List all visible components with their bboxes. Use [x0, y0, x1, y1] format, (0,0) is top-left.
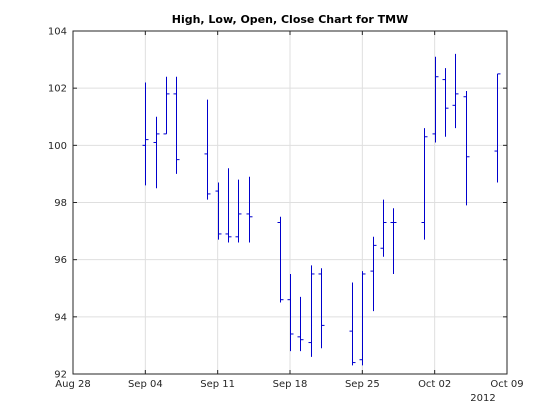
y-tick-label: 98	[54, 198, 67, 209]
ohlc-bar	[318, 268, 325, 349]
ohlc-series	[142, 53, 501, 366]
ohlc-bar	[297, 296, 304, 352]
ohlc-bar	[215, 182, 222, 240]
ohlc-bar	[225, 168, 232, 243]
ohlc-bar	[142, 82, 149, 186]
x-tick-label: Aug 28	[55, 379, 90, 390]
ohlc-bar	[173, 76, 180, 174]
x-tick-label: Sep 11	[200, 379, 235, 390]
ohlc-bar	[246, 176, 253, 243]
ohlc-bar	[494, 73, 501, 183]
x-tick-label: Oct 09	[490, 379, 523, 390]
x-tick-label: Sep 04	[128, 379, 163, 390]
ohlc-bar	[235, 179, 242, 243]
x-tick-label: Sep 18	[273, 379, 308, 390]
x-year-label: 2012	[470, 393, 495, 404]
ohlc-bar	[380, 199, 387, 257]
y-tick-label: 104	[48, 27, 67, 38]
ohlc-bar	[463, 91, 470, 206]
ohlc-bar	[308, 265, 315, 357]
x-tick-label: Oct 02	[418, 379, 451, 390]
y-tick-label: 102	[48, 84, 67, 95]
chart-title: High, Low, Open, Close Chart for TMW	[172, 13, 409, 26]
ohlc-bar	[163, 76, 170, 135]
ohlc-bar	[390, 208, 397, 274]
ohlc-bar	[442, 68, 449, 137]
y-tick-label: 94	[54, 312, 67, 323]
ohlc-bar	[370, 236, 377, 312]
ohlc-bar	[432, 56, 439, 143]
axis-ticks: 92 94 96 98 100 102 104 Aug 28 Sep 04 Sep 11 Sep 1…	[48, 27, 524, 391]
plot-frame	[72, 30, 508, 375]
ohlc-bar	[277, 216, 284, 303]
ohlc-bar	[153, 116, 160, 189]
x-tick-label: Sep 25	[345, 379, 380, 390]
y-tick-label: 92	[54, 370, 67, 381]
ohlc-bar	[287, 273, 294, 352]
ohlc-bar	[452, 53, 459, 129]
ohlc-bar	[359, 271, 366, 366]
y-tick-label: 96	[54, 255, 67, 266]
ohlc-bar	[421, 128, 428, 240]
ohlc-bar	[349, 282, 356, 366]
y-tick-label: 100	[48, 141, 67, 152]
ohlc-bar	[204, 99, 211, 200]
